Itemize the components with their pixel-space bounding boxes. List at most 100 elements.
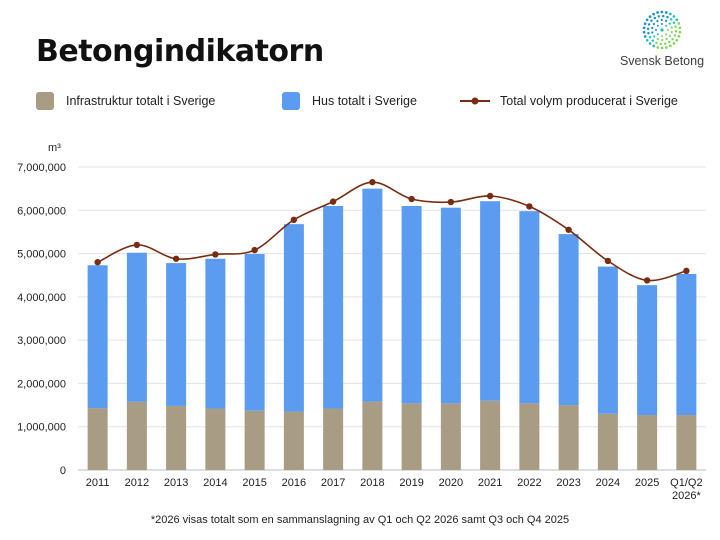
bar-infra xyxy=(519,403,540,470)
x-tick-label: 2019 xyxy=(399,477,423,489)
bar-infra xyxy=(166,405,187,470)
logo-dot xyxy=(656,33,659,36)
logo-dot xyxy=(672,42,676,45)
x-tick-label: 2022 xyxy=(517,477,541,489)
bar-hus xyxy=(166,263,187,406)
logo-dot xyxy=(675,18,679,22)
bar-infra xyxy=(362,401,383,470)
legend-swatch-infra xyxy=(36,92,54,110)
logo-dot xyxy=(669,44,672,48)
y-tick-label: 2,000,000 xyxy=(17,378,66,390)
logo-dot xyxy=(668,22,671,25)
x-tick-label: 2011 xyxy=(86,477,110,489)
x-tick-label: 2012 xyxy=(125,477,149,489)
y-tick-label: 6,000,000 xyxy=(17,205,66,217)
logo-dot xyxy=(665,33,668,36)
logo-dot xyxy=(656,19,659,23)
bar-hus xyxy=(637,285,658,416)
total-volume-point xyxy=(212,251,219,258)
logo-dot xyxy=(670,30,673,34)
x-tick-label: 2018 xyxy=(360,477,384,489)
x-tick-label: 2025 xyxy=(635,477,659,489)
logo-dot xyxy=(661,14,665,18)
x-tick-label: 2020 xyxy=(439,477,463,489)
logo-dot xyxy=(674,29,678,33)
logo-dot xyxy=(677,22,681,25)
bar-hus xyxy=(401,205,422,404)
logo-dot xyxy=(645,38,649,42)
logo-dot xyxy=(653,35,656,38)
bar-hus xyxy=(676,273,697,416)
logo-dot xyxy=(663,42,667,45)
logo-dot xyxy=(660,28,664,32)
logo-dot xyxy=(652,44,656,48)
logo-dot xyxy=(655,41,658,45)
logo-dot xyxy=(665,46,668,49)
logo-dot xyxy=(668,34,672,38)
logo-dot xyxy=(669,18,673,21)
bar-infra xyxy=(480,400,501,470)
logo-dot xyxy=(670,26,673,29)
x-tick-label: 2026* xyxy=(672,490,701,502)
logo-dot xyxy=(656,24,659,27)
total-volume-point xyxy=(329,198,337,205)
logo-dot xyxy=(643,35,647,38)
bar-hus xyxy=(205,258,226,409)
total-volume-point xyxy=(604,257,612,265)
x-tick-label: Q1/Q2 xyxy=(670,477,702,489)
total-volume-point xyxy=(290,216,298,224)
logo-dot xyxy=(646,27,650,31)
legend-item-total: Total volym producerat i Sverige xyxy=(458,92,678,110)
logo-dot xyxy=(660,10,664,14)
bar-infra xyxy=(323,408,344,470)
logo-dot xyxy=(672,21,676,25)
logo-dot xyxy=(651,39,655,42)
logo-dot xyxy=(651,31,654,34)
logo-dot xyxy=(648,35,652,39)
total-volume-point xyxy=(565,226,572,233)
bar-infra xyxy=(440,403,461,470)
bar-infra xyxy=(126,401,147,470)
logo-dot xyxy=(661,38,664,42)
legend-label-total: Total volym producerat i Sverige xyxy=(500,94,678,108)
total-volume-point xyxy=(526,203,533,210)
bar-hus xyxy=(558,234,579,406)
logo-dot xyxy=(675,38,679,42)
logo-dot xyxy=(652,12,655,16)
logo-dot xyxy=(653,16,657,20)
bar-infra xyxy=(205,408,226,470)
logo-dot xyxy=(656,11,659,14)
x-tick-label: 2021 xyxy=(478,477,502,489)
logo-text: Svensk Betong xyxy=(619,54,705,68)
logo-dot xyxy=(652,22,656,26)
bar-infra xyxy=(637,415,658,470)
bar-hus xyxy=(362,188,383,402)
y-tick-label: 3,000,000 xyxy=(17,335,66,347)
x-tick-label: 2014 xyxy=(203,477,227,489)
total-volume-line xyxy=(97,181,687,282)
legend-swatch-hus xyxy=(282,92,300,110)
total-volume-point xyxy=(369,178,376,186)
logo-dot xyxy=(656,37,660,41)
logo-dot xyxy=(665,24,668,27)
logo-dot xyxy=(660,18,663,22)
total-volume-point xyxy=(251,246,258,254)
logo-dot xyxy=(672,15,676,18)
logo-dot xyxy=(673,34,677,37)
total-volume-point xyxy=(643,277,651,284)
logo-dot xyxy=(655,29,657,31)
logo-dot xyxy=(671,37,674,41)
total-volume-point xyxy=(408,195,415,203)
legend-swatch-total xyxy=(460,97,490,105)
total-volume-point xyxy=(683,267,690,275)
total-volume-point xyxy=(94,259,101,266)
logo-dot xyxy=(642,30,646,34)
footnote: *2026 visas totalt som en sammanslagning… xyxy=(150,514,570,526)
y-axis-label: m³ xyxy=(48,142,61,154)
logo-dot xyxy=(643,22,647,26)
logo-dot xyxy=(661,35,663,37)
bar-infra xyxy=(87,408,108,470)
logo-dot xyxy=(674,25,677,29)
